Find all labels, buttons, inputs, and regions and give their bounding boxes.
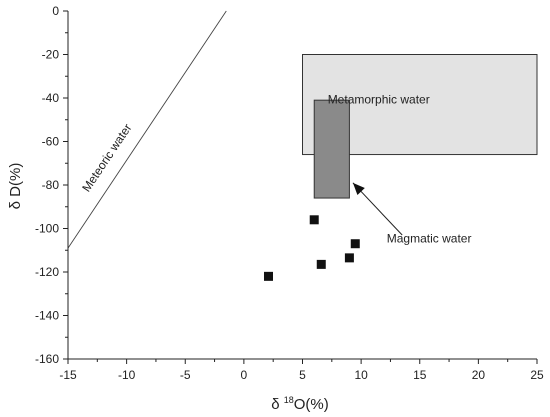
y-tick-label: -40 — [42, 91, 60, 105]
y-axis-title: δ D(%) — [7, 163, 24, 210]
data-point — [350, 239, 360, 249]
x-tick-label: -5 — [180, 368, 191, 382]
ticks-layer: -15 -10 -5 0 5 10 15 20 25 0 -20 -40 -60 -80 -100 -120 -… — [35, 4, 544, 382]
x-tick-label: -15 — [59, 368, 77, 382]
y-tick-label: -120 — [35, 265, 59, 279]
data-point — [263, 271, 273, 281]
data-point — [309, 215, 319, 225]
x-axis-title-superscript: 18 — [284, 395, 294, 405]
data-point — [316, 259, 326, 269]
y-tick-label: -100 — [35, 222, 59, 236]
data-point — [344, 253, 354, 263]
x-tick-label: 15 — [413, 368, 427, 382]
meteoric-water-line — [67, 10, 227, 249]
meteoric-water-label: Meteoric water — [79, 121, 134, 194]
x-axis-title-prefix: δ — [271, 396, 284, 413]
x-tick-label: 5 — [299, 368, 306, 382]
x-tick-label: 25 — [530, 368, 544, 382]
regions-layer — [302, 54, 538, 199]
meteoric-line-layer — [67, 10, 227, 249]
x-tick-label: 10 — [354, 368, 368, 382]
magmatic-arrow-head — [352, 182, 365, 196]
points-layer — [263, 215, 360, 281]
x-tick-label: -10 — [118, 368, 136, 382]
magmatic-water-region — [313, 99, 350, 199]
magmatic-water-label: Magmatic water — [387, 232, 472, 246]
x-tick-label: 0 — [241, 368, 248, 382]
y-tick-label: -80 — [42, 178, 60, 192]
y-tick-label: -20 — [42, 48, 60, 62]
metamorphic-water-label: Metamorphic water — [328, 92, 430, 106]
y-tick-label: 0 — [52, 4, 59, 18]
y-tick-label: -140 — [35, 309, 59, 323]
y-tick-label: -60 — [42, 135, 60, 149]
x-axis-title: δ 18O(%) — [271, 395, 329, 413]
x-tick-label: 20 — [472, 368, 486, 382]
x-axis-title-suffix: O(%) — [294, 396, 329, 413]
y-tick-label: -160 — [35, 352, 59, 366]
